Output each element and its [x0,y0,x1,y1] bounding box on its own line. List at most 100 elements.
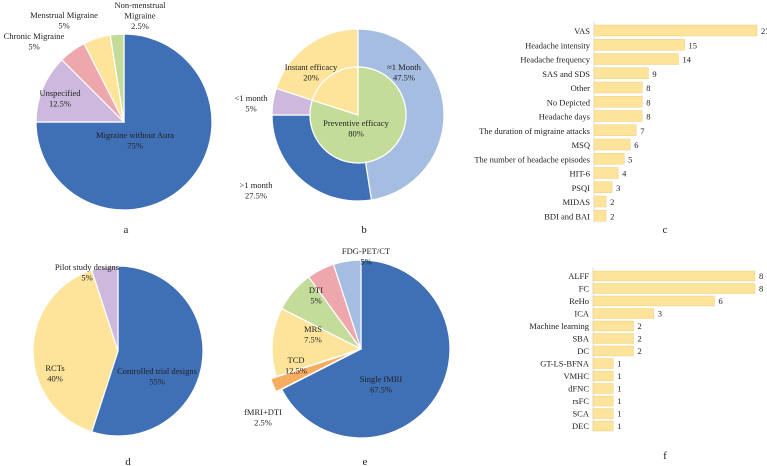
bar-other [593,81,643,94]
bar-gt-ls-bfna [592,358,614,369]
slice-label-dti: DTI 5% [309,285,323,306]
panel-letter-f: f [663,450,667,462]
panel-letter-b: b [361,224,367,236]
slice-label-rcts: RCTs 40% [45,363,64,384]
category-label-sca: SCA [572,409,589,419]
outer-label-1-month-line: ≈1 Month [387,62,421,72]
value-label-machine-learning: 2 [638,321,642,331]
slice-label-chronic-migraine: Chronic Migraine 5% [4,31,65,52]
inner-label-preventive-efficacy-line: 80% [348,129,364,139]
value-label-msq: 6 [634,140,638,150]
slice-label-mrs-line: 7.5% [304,335,322,345]
bar-bdi-and-bai [593,210,607,222]
category-label-no-depicted: No Depicted [547,97,591,107]
value-label-ica: 3 [658,309,662,319]
value-label-the-number-of-headache-episodes: 5 [628,154,632,164]
slice-label-fmri-dti: fMRI+DTI 2.5% [244,407,282,428]
panel-e-pie-chart: Single fMRI 67.5% fMRI+DTI 2.5% TCD 12.5% MRS 7… [244,246,451,439]
value-label-hit-6: 4 [622,169,627,179]
category-label-reho: ReHo [569,296,589,306]
panel-letters: a b c d e f [124,224,668,466]
slice-label-controlled-trial-designs-line: Controlled trial designs [117,366,197,376]
value-label-headache-intensity: 15 [689,40,698,50]
slice-label-migraine-without-aura-line: Migraine without Aura [96,130,174,140]
slice-label-non-menstrual-migraine: Non-menstrual Migraine 2.5% [115,0,167,31]
inner-label-preventive-efficacy-line: Preventive efficacy [323,118,389,128]
value-label-headache-days: 8 [646,112,650,122]
slice-label-fmri-dti-line: fMRI+DTI [244,407,282,417]
slice-non-menstrual-migraine [109,33,125,123]
slice-single-fmri [280,259,451,439]
category-label-msq: MSQ [572,140,590,150]
bar-vmhc [592,370,614,382]
slice-label-non-menstrual-migraine-line: Non-menstrual [115,0,167,10]
slice-label-fdg-pet-ct: FDG-PET/CT 5% [342,246,391,267]
category-label-vas: VAS [574,26,590,36]
bar-headache-frequency [593,53,679,65]
category-label-headache-frequency: Headache frequency [520,55,590,65]
category-label-hit-6: HIT-6 [570,169,590,179]
value-label-bdi-and-bai: 2 [610,211,614,221]
category-label-rsfc: rsFC [572,396,589,406]
outer-label-1-month-line: 5% [245,104,256,114]
value-label-rsfc: 1 [617,396,621,406]
category-label-gt-ls-bfna: GT-LS-BFNA [540,359,590,369]
panel-letter-c: c [663,224,668,236]
category-label-dc: DC [577,346,589,356]
outer-label-1-month-line: 27.5% [245,191,267,201]
bar-the-number-of-headache-episodes [593,153,625,165]
category-label-psqi: PSQI [572,183,591,193]
category-label-dfnc: dFNC [568,384,589,394]
outer-label-instant-efficacy: Instant efficacy 20% [285,62,338,83]
slice-controlled-trial-designs [90,265,204,437]
bar-headache-days [593,110,643,122]
value-label-midas: 2 [610,197,614,207]
slice-label-mrs: MRS 7.5% [304,324,322,345]
category-label-machine-learning: Machine learning [529,321,589,331]
slice-label-unspecified-line: Unspecified [39,88,81,98]
category-label-midas: MIDAS [563,197,591,207]
panel-letter-a: a [124,224,129,236]
value-label-sca: 1 [617,409,621,419]
slice-label-dti-line: 5% [310,296,321,306]
category-label-ica: ICA [574,309,590,319]
slice-label-dti-line: DTI [309,285,323,295]
bar-sba [592,333,634,344]
slice-unspecified [35,58,126,123]
bar-dc [592,345,634,357]
outer-label-1-month-line: 47.5% [393,73,415,83]
slice-label-non-menstrual-migraine-line: 2.5% [131,21,149,31]
bar-hit-6 [593,167,619,179]
slice-fdg-pet-ct [332,259,362,350]
value-label-reho: 6 [719,296,723,306]
bar-vas [593,24,758,37]
slice-label-non-menstrual-migraine-line: Migraine [124,11,155,21]
slice-label-unspecified-line: 12.5% [49,99,71,109]
bar-rsfc [592,395,614,407]
value-label-the-duration-of-migraine-attacks: 7 [640,126,644,136]
outer-label-1-month-line: >1 month [240,180,274,190]
category-label-vmhc: VMHC [563,371,589,381]
slice-label-pilot-study-designs: Pilot study designs 5% [55,262,119,283]
bar-sas-and-sds [593,67,649,79]
slice-label-unspecified: Unspecified 12.5% [39,88,81,109]
category-label-the-number-of-headache-episodes: The number of headache episodes [474,154,590,164]
slice-label-controlled-trial-designs-line: 55% [149,377,165,387]
value-label-headache-frequency: 14 [683,55,692,65]
slice-label-pilot-study-designs-line: Pilot study designs [55,262,119,272]
bar-machine-learning [592,320,634,332]
bar-alff [592,270,756,282]
inner-label-preventive-efficacy: Preventive efficacy 80% [323,118,389,139]
value-label-sba: 2 [638,334,642,344]
panel-a-pie-chart: Migraine without Aura 75% Unspecified 12.5%… [4,0,213,211]
slice-label-fdg-pet-ct-line: 5% [360,257,371,267]
outer-label-instant-efficacy-line: Instant efficacy [285,62,338,72]
slice-rcts [32,269,119,433]
slice-fmri-dti [270,350,356,393]
slice-label-fdg-pet-ct-line: FDG-PET/CT [342,246,391,256]
value-label-alff: 8 [759,271,763,281]
slice-tcd [271,307,363,378]
value-label-dec: 1 [617,421,621,431]
